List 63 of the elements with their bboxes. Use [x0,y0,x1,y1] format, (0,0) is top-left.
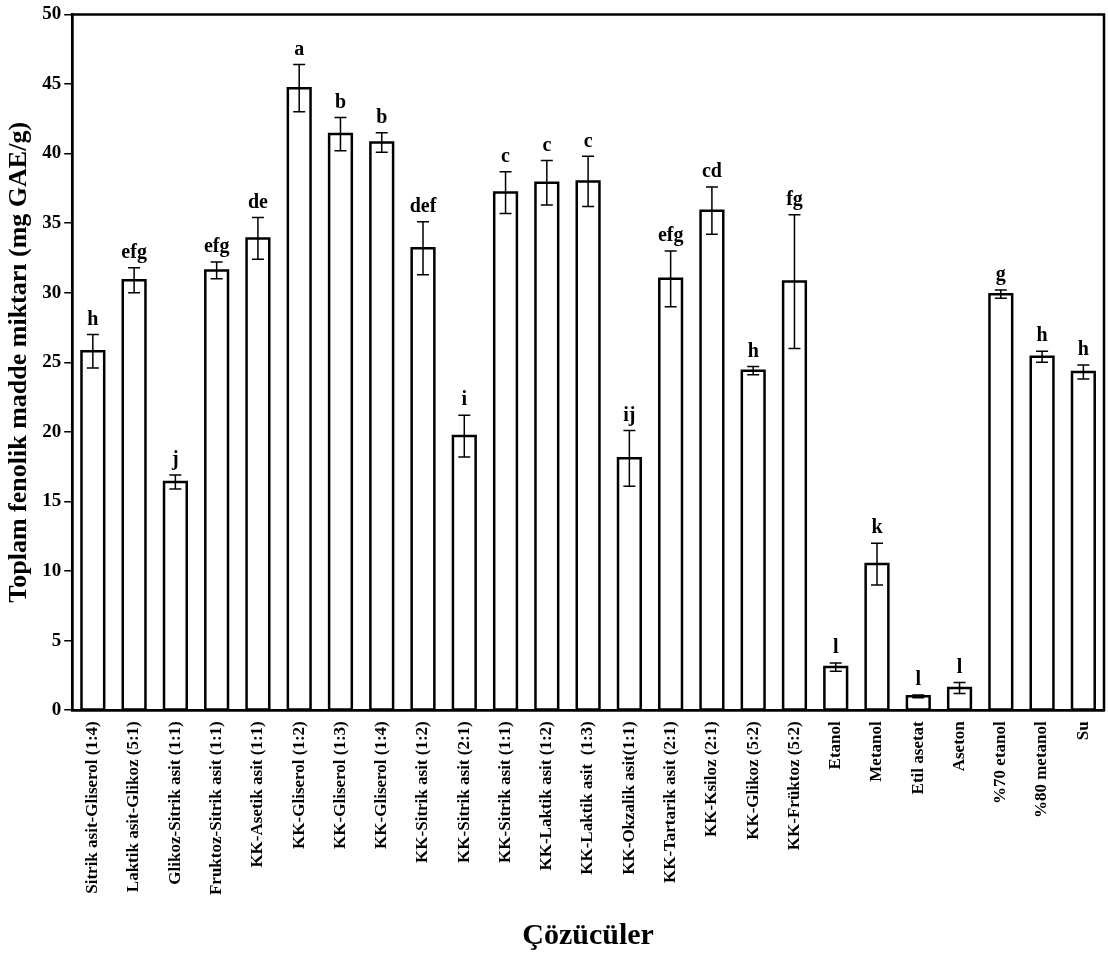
annotation: def [409,193,437,216]
y-tick-label: 5 [51,628,62,650]
x-tick-label: %70 etanol [990,720,1010,804]
x-tick-label: KK-Asetik asit (1:1) [247,721,267,868]
x-tick-label: KK-Okzalik asit(1:1) [618,721,638,875]
x-tick-label: KK-Ksiloz (2:1) [701,721,721,837]
x-tick-label: KK-Sitrik asit (1:1) [494,721,514,863]
x-tick-label: Laktik asit-Glikoz (5:1) [123,721,143,893]
y-tick-label: 15 [42,489,62,511]
x-tick-label: Etil asetat [907,720,927,795]
annotation: l [956,654,963,677]
x-tick-label: KK-Glikoz (5:2) [742,721,762,840]
y-tick-label: 25 [42,350,62,372]
annotation: g [995,262,1006,286]
x-tick-label: %80 metanol [1031,720,1051,819]
x-tick-label: KK-Gliserol (1:3) [329,721,349,849]
y-tick-label: 0 [51,698,62,720]
annotation: h [87,306,99,329]
x-tick-label: Sitrik asit-Gliserol (1:4) [82,721,102,894]
annotation: k [871,515,884,538]
y-tick-label: 20 [42,419,62,441]
x-tick-label: KK-Gliserol (1:2) [288,721,308,849]
y-tick-label: 45 [42,71,62,93]
annotation: a [294,36,305,59]
x-tick-label: KK-Gliserol (1:4) [371,721,391,849]
y-tick-label: 50 [42,2,62,24]
x-tick-label: KK-Sitrik asit (2:1) [453,721,473,863]
x-tick-label: Fruktoz-Sitrik asit (1:1) [206,721,226,896]
x-axis-title: Çözücüler [522,916,654,950]
annotation: j [171,447,179,471]
annotation: c [583,128,593,151]
annotation: l [832,635,839,658]
x-tick-label: KK-Laktik asit (1:3) [577,721,597,875]
y-tick-label: 35 [42,211,62,233]
y-tick-label: 40 [42,141,62,163]
x-tick-label: Etanol [825,720,845,770]
annotation: de [247,189,269,212]
x-tick-label: Glikoz-Sitrik asit (1:1) [164,721,184,885]
y-tick-label: 10 [42,558,62,580]
x-tick-label: Aseton [948,720,968,772]
x-tick-label: KK-Tartarik asit (2:1) [660,721,680,884]
annotation: efg [203,234,230,258]
annotation: ij [623,402,636,426]
annotation: c [501,143,511,166]
annotation: c [542,132,552,155]
x-tick-label: Su [1072,721,1092,741]
x-tick-label: KK-Früktoz (5:2) [783,721,803,851]
annotation: fg [786,186,803,210]
annotation: efg [121,239,147,263]
annotation: i [461,387,468,410]
annotation: h [1036,323,1048,346]
x-tick-label: KK-Sitrik asit (1:2) [412,721,432,863]
annotation: b [376,104,388,127]
y-tick-label: 30 [42,280,62,302]
x-tick-label: Metanol [866,720,886,782]
annotation: efg [657,223,684,247]
annotation: cd [701,159,722,182]
annotation: h [1077,337,1089,360]
annotation: b [334,89,347,112]
annotation: l [915,667,922,690]
y-axis-title: Toplam fenolik madde miktarı (mg GAE/g) [3,121,33,603]
annotation: h [747,338,759,361]
x-tick-label: KK-Laktik asit (1:2) [536,721,556,871]
